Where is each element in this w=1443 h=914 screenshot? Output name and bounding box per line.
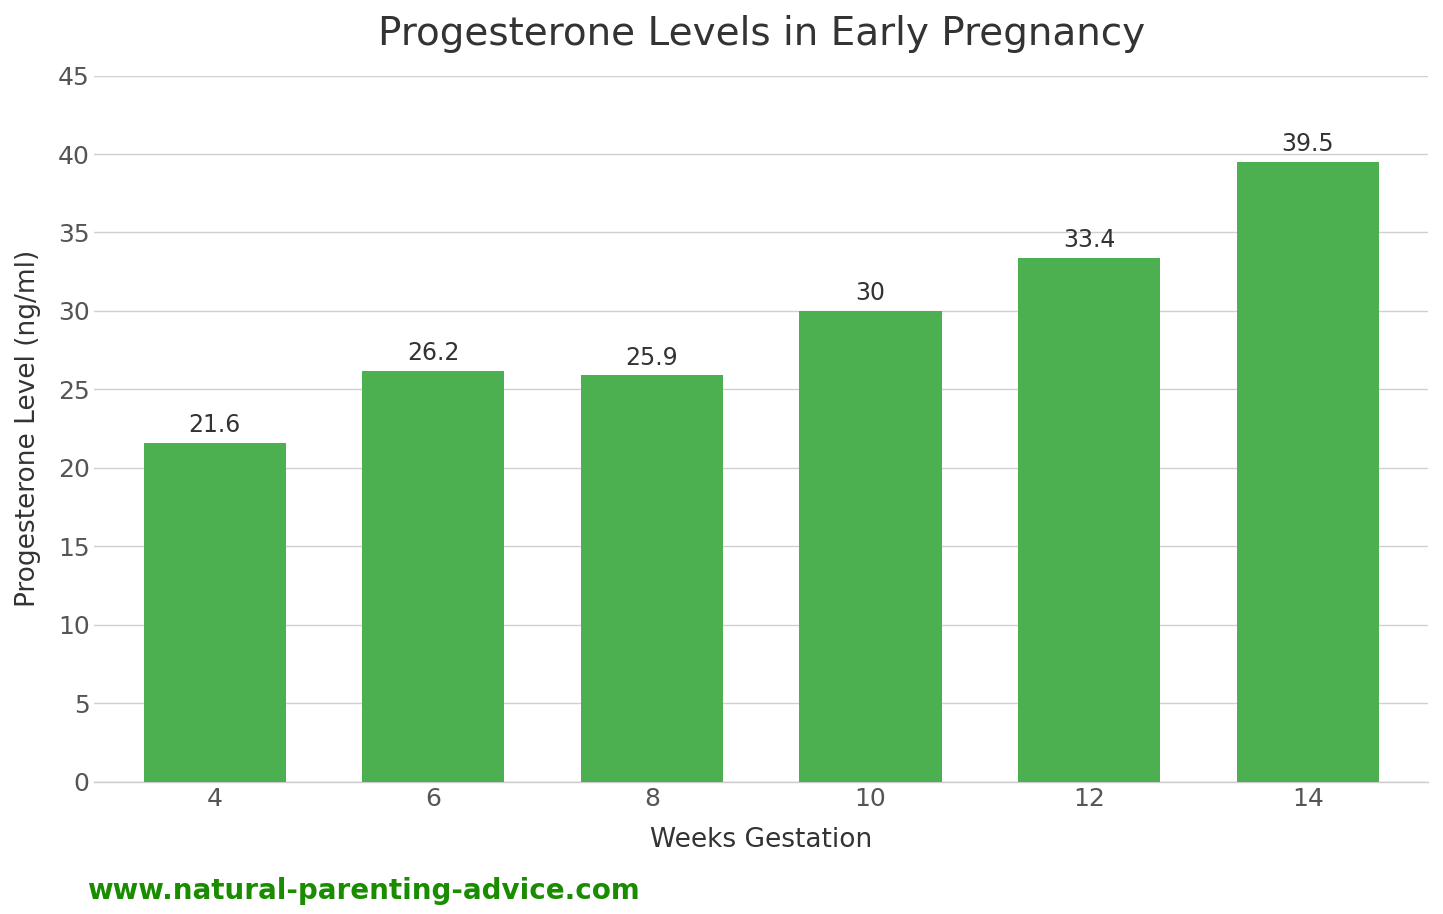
Text: 21.6: 21.6 [189,413,241,437]
Title: Progesterone Levels in Early Pregnancy: Progesterone Levels in Early Pregnancy [378,15,1144,53]
Bar [799,311,942,781]
Text: www.natural-parenting-advice.com: www.natural-parenting-advice.com [87,877,639,905]
Text: 30: 30 [856,282,886,305]
Text: 39.5: 39.5 [1281,133,1335,156]
Text: 25.9: 25.9 [626,345,678,370]
Bar [582,376,723,781]
Y-axis label: Progesterone Level (ng/ml): Progesterone Level (ng/ml) [14,250,40,607]
Bar [144,442,286,781]
Bar [1019,258,1160,781]
Text: 26.2: 26.2 [407,341,459,365]
X-axis label: Weeks Gestation: Weeks Gestation [651,827,873,854]
Bar [1237,162,1380,781]
Bar [362,370,504,781]
Text: 33.4: 33.4 [1063,228,1115,252]
